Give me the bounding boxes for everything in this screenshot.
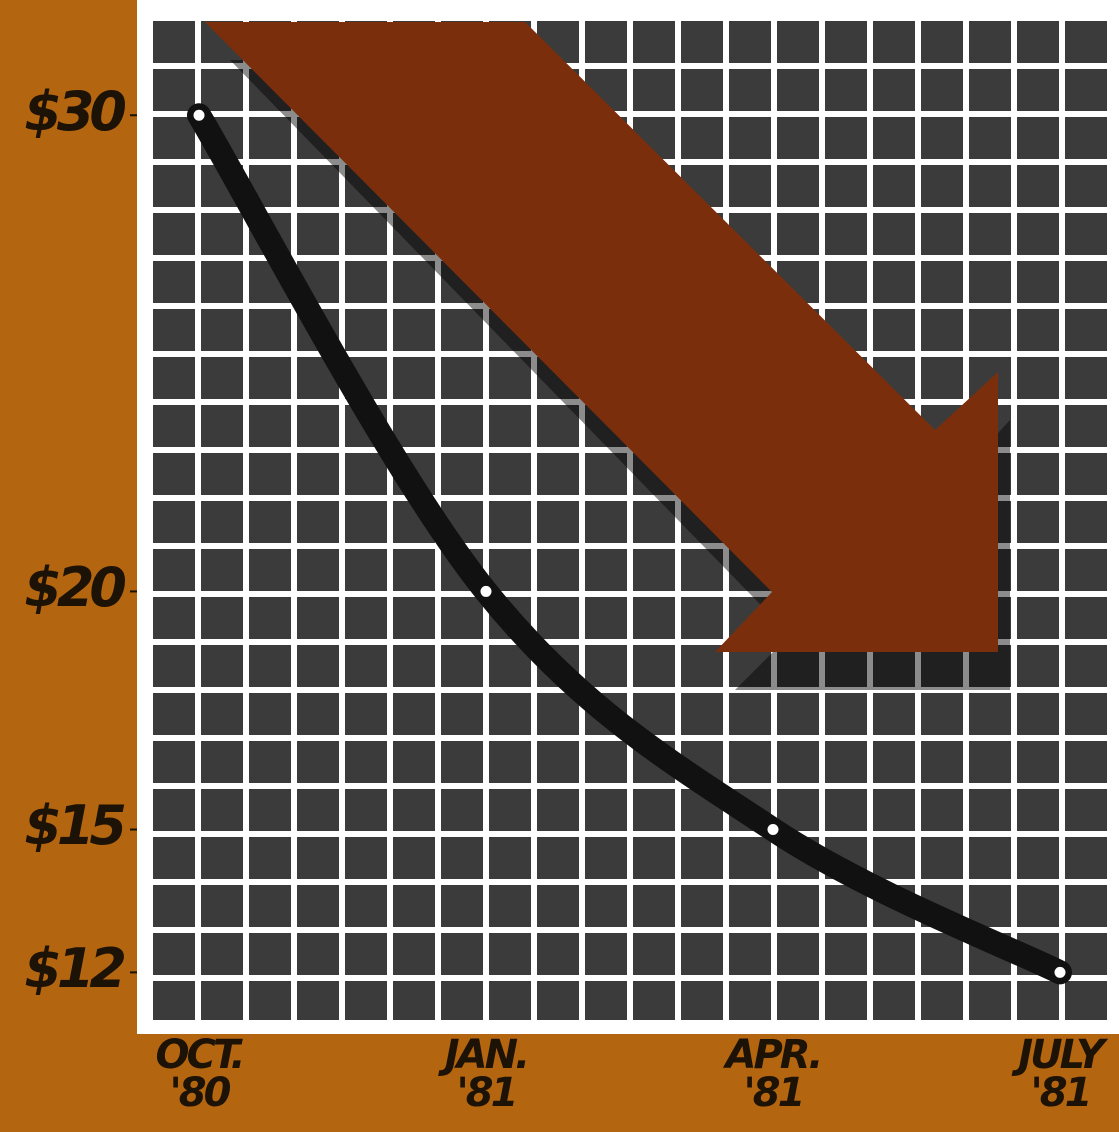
data-point: [767, 824, 779, 836]
line: [187, 103, 1072, 985]
x-tick-label: JAN. '81: [444, 1032, 531, 1116]
x-tick-label: APR. '81: [725, 1032, 823, 1116]
data-point: [193, 109, 205, 121]
y-tick-label: $12: [24, 937, 124, 1000]
data-point: [1054, 966, 1066, 978]
arrow: [205, 22, 998, 652]
data-point: [480, 585, 492, 597]
y-tick-label: $30: [24, 80, 125, 143]
x-tick-label: OCT. '80: [155, 1032, 245, 1116]
y-tick-label: $20: [24, 556, 125, 619]
x-tick-label: JULY '81: [1018, 1032, 1105, 1116]
y-tick-label: $15: [24, 794, 124, 857]
